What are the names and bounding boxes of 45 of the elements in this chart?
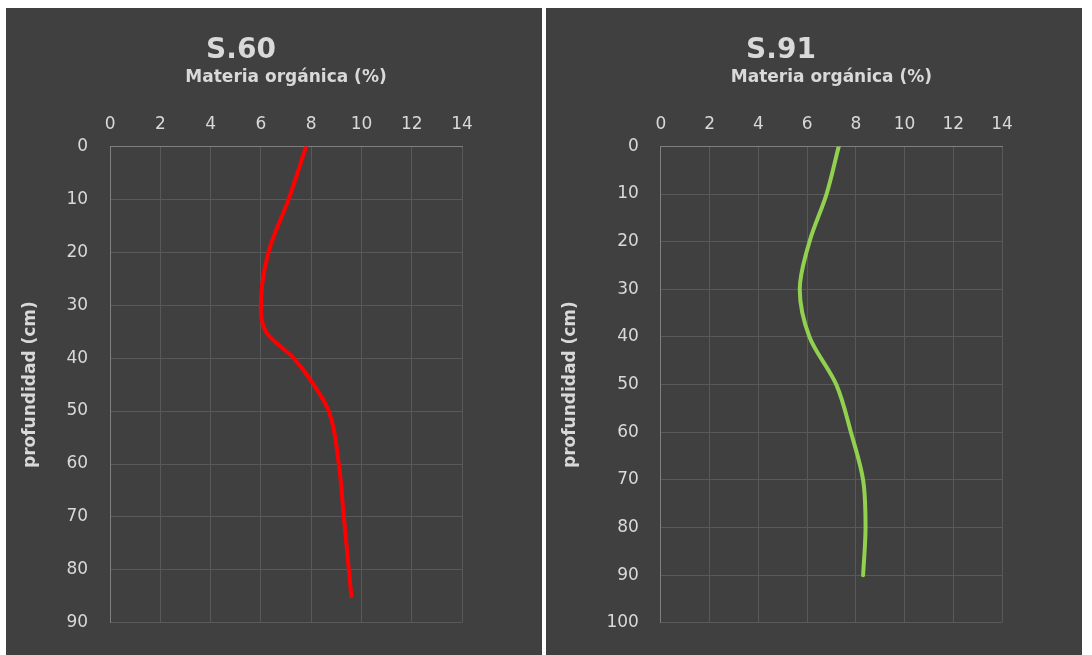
line-series — [258, 146, 354, 599]
line-series — [797, 146, 868, 578]
x-tick-label: 6 — [801, 112, 813, 133]
y-tick-label: 40 — [617, 325, 639, 346]
y-tick-label: 0 — [77, 134, 89, 155]
x-tick-label: 12 — [400, 112, 423, 133]
y-tick-label: 30 — [66, 293, 89, 314]
chart-title: S.91 — [746, 32, 816, 66]
y-tick-label: 70 — [617, 468, 639, 489]
chart-title: S.60 — [206, 32, 276, 66]
y-tick-label: 80 — [617, 515, 639, 536]
y-tick-label: 40 — [66, 346, 89, 367]
x-axis-title: Materia orgánica (%) — [730, 66, 933, 87]
x-tick-label: 4 — [205, 112, 217, 133]
x-tick-label: 12 — [942, 112, 965, 133]
y-tick-label: 10 — [617, 182, 639, 203]
y-tick-label: 90 — [617, 563, 639, 584]
x-tick-label: 14 — [991, 112, 1013, 133]
y-axis-title: profundidad (cm) — [18, 301, 39, 469]
x-tick-label: 14 — [451, 112, 473, 133]
y-tick-label: 100 — [606, 611, 639, 632]
y-tick-label: 0 — [628, 134, 639, 155]
y-tick-label: 50 — [66, 399, 89, 420]
x-tick-label: 0 — [655, 112, 667, 133]
x-tick-label: 10 — [350, 112, 373, 133]
y-tick-label: 20 — [617, 230, 639, 251]
x-tick-label: 2 — [704, 112, 715, 133]
x-tick-label: 8 — [850, 112, 862, 133]
y-axis-title: profundidad (cm) — [558, 301, 579, 469]
x-tick-label: 0 — [104, 112, 116, 133]
x-tick-label: 2 — [154, 112, 166, 133]
y-tick-label: 70 — [66, 505, 89, 526]
x-tick-label: 8 — [305, 112, 317, 133]
x-axis-title: Materia orgánica (%) — [185, 66, 387, 87]
y-tick-label: 60 — [66, 452, 89, 473]
y-tick-label: 10 — [66, 187, 89, 208]
x-tick-label: 10 — [893, 112, 916, 133]
y-tick-label: 60 — [617, 420, 639, 441]
y-tick-label: 20 — [66, 240, 89, 261]
y-tick-label: 30 — [617, 277, 639, 298]
y-tick-label: 50 — [617, 373, 639, 394]
y-tick-label: 80 — [66, 558, 89, 579]
x-tick-label: 6 — [255, 112, 267, 133]
y-tick-label: 90 — [66, 611, 89, 632]
x-tick-label: 4 — [752, 112, 764, 133]
